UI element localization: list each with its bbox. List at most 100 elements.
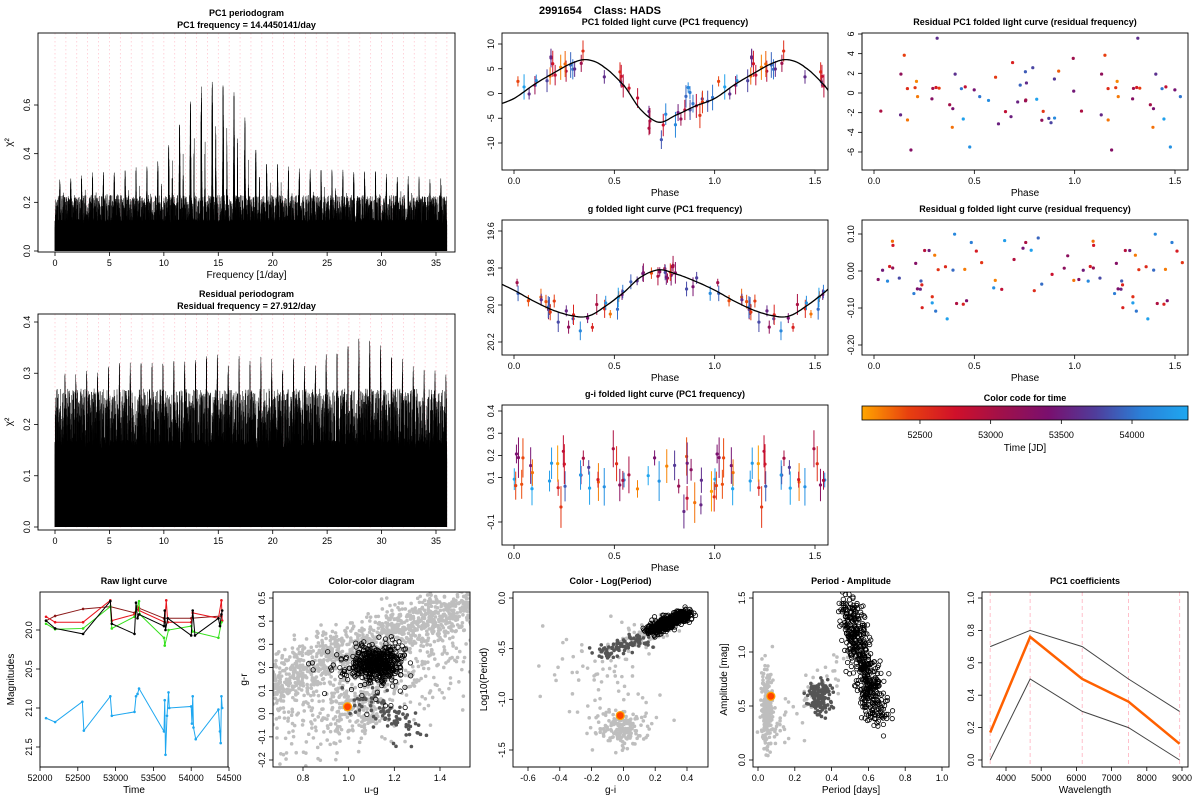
- data-point: [82, 729, 86, 732]
- reference-star-circle: [389, 644, 396, 650]
- reference-star-circle: [338, 657, 344, 663]
- data-point: [740, 298, 744, 302]
- reference-star-circle: [382, 644, 389, 650]
- reference-star-gray: [802, 704, 806, 709]
- data-point: [137, 613, 141, 616]
- reference-star-gray: [432, 639, 437, 644]
- reference-star-circle: [371, 667, 377, 673]
- chart-title: PC1 periodogram: [209, 8, 284, 18]
- data-point: [879, 109, 883, 113]
- data-point: [750, 461, 754, 465]
- reference-star-gray: [832, 669, 837, 673]
- y-axis-label: Log10(Period): [479, 648, 490, 711]
- reference-star-gray: [452, 608, 456, 612]
- reference-star-gray: [376, 621, 381, 626]
- reference-star-gray: [375, 630, 380, 634]
- data-point: [53, 614, 57, 618]
- x-tick-label: -0.6: [520, 773, 536, 783]
- reference-star-circle: [389, 674, 395, 680]
- reference-star-gray: [269, 672, 273, 676]
- reference-star-gray: [284, 672, 289, 676]
- reference-star-gray: [672, 718, 676, 723]
- reference-star-dark: [811, 694, 816, 699]
- reference-star-circle: [395, 644, 401, 650]
- data-point: [915, 95, 920, 99]
- reference-star-gray: [455, 587, 459, 591]
- reference-star-gray: [340, 712, 345, 717]
- reference-star-gray: [455, 574, 459, 578]
- reference-star-gray: [477, 564, 481, 568]
- data-point: [1021, 246, 1025, 250]
- data-point: [934, 85, 938, 90]
- reference-star-gray: [309, 686, 314, 691]
- reference-star-dark: [829, 700, 833, 705]
- data-point: [787, 465, 791, 470]
- reference-star-gray: [630, 674, 635, 678]
- reference-star-gray: [430, 580, 434, 584]
- y-tick-label: 0.6: [22, 99, 32, 112]
- y-tick-label: -1.0: [497, 692, 507, 708]
- y-tick-label: -10: [486, 136, 496, 149]
- reference-star-gray: [636, 692, 640, 696]
- reference-star-gray: [614, 750, 618, 755]
- data-point: [657, 479, 661, 483]
- data-point: [795, 302, 800, 307]
- y-tick-label: 0.4: [257, 615, 267, 628]
- data-point: [993, 278, 997, 282]
- reference-star-gray: [284, 682, 289, 686]
- reference-star-gray: [609, 721, 614, 726]
- reference-star-gray: [411, 631, 416, 636]
- reference-star-gray: [443, 634, 447, 638]
- reference-star-gray: [479, 579, 483, 583]
- reference-star-gray: [399, 619, 403, 623]
- plot-area: [44, 599, 224, 757]
- reference-star-circle: [842, 647, 848, 653]
- reference-star-gray: [286, 710, 291, 714]
- reference-star-gray: [450, 600, 454, 604]
- data-point: [677, 484, 681, 488]
- reference-star-gray: [760, 703, 764, 707]
- reference-star-gray: [783, 740, 787, 745]
- reference-star-gray: [319, 718, 324, 723]
- data-point: [1023, 70, 1028, 74]
- reference-star-dark: [646, 635, 651, 639]
- data-point: [927, 248, 931, 253]
- reference-star-gray: [277, 666, 282, 670]
- reference-star-dark: [391, 741, 396, 746]
- reference-star-gray: [596, 720, 601, 725]
- reference-star-circle: [398, 652, 404, 659]
- data-point: [81, 620, 85, 624]
- reference-star-gray: [489, 599, 493, 603]
- reference-star-gray: [413, 634, 418, 638]
- reference-star-dark: [646, 640, 650, 645]
- reference-star-gray: [800, 720, 805, 725]
- reference-star-gray: [287, 672, 291, 676]
- reference-star-circle: [361, 663, 367, 669]
- reference-star-gray: [399, 679, 404, 683]
- reference-star-circle: [361, 650, 367, 657]
- reference-star-gray: [607, 666, 612, 671]
- data-point: [685, 496, 689, 500]
- reference-star-dark: [615, 638, 620, 643]
- reference-star-gray: [450, 641, 455, 645]
- reference-star-dark: [809, 684, 814, 689]
- data-point: [1144, 265, 1148, 269]
- data-point: [1116, 287, 1120, 291]
- y-tick-label: 0.4: [22, 147, 32, 160]
- reference-star-gray: [290, 646, 295, 650]
- y-tick-label: 0.0: [22, 245, 32, 258]
- reference-star-gray: [279, 674, 284, 678]
- reference-star-gray: [349, 629, 353, 633]
- y-tick-label: 0.0: [257, 707, 267, 720]
- reference-star-gray: [409, 601, 413, 606]
- data-point: [595, 302, 599, 307]
- reference-star-gray: [360, 620, 364, 624]
- reference-star-gray: [273, 712, 275, 717]
- data-point: [190, 722, 194, 725]
- reference-star-gray: [321, 699, 325, 703]
- reference-star-gray: [290, 663, 295, 668]
- series-line: [45, 601, 222, 646]
- x-tick-label: 1.5: [809, 551, 822, 561]
- y-tick-label: -4: [846, 128, 856, 136]
- data-point: [936, 268, 940, 272]
